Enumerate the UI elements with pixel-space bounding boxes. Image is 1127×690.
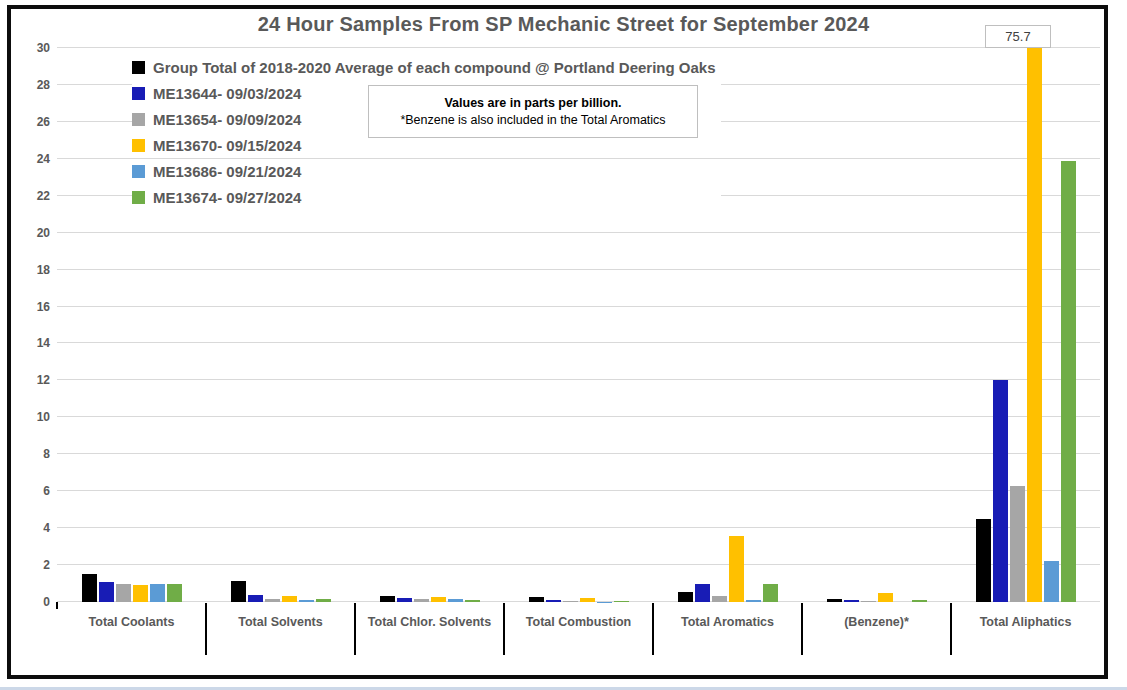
- bar-series3-cat6: [1027, 48, 1042, 602]
- y-tick-label-28: 28: [18, 77, 50, 93]
- units-note-box: Values are in parts per billion. *Benzen…: [368, 85, 698, 138]
- y-tick-label-22: 22: [18, 188, 50, 204]
- bar-series0-cat2: [380, 596, 395, 602]
- y-tick-label-18: 18: [18, 262, 50, 278]
- legend-label: ME13686- 09/21/2024: [153, 163, 301, 180]
- legend-swatch-icon: [132, 113, 145, 126]
- bar-series3-cat4: [729, 536, 744, 602]
- legend-swatch-icon: [132, 191, 145, 204]
- category-separator: [205, 603, 207, 655]
- chart-title: 24 Hour Samples From SP Mechanic Street …: [0, 13, 1127, 36]
- units-note-line1: Values are in parts per billion.: [369, 95, 697, 112]
- bar-series3-cat1: [282, 596, 297, 602]
- bar-series0-cat1: [231, 581, 246, 602]
- legend-label: ME13670- 09/15/2024: [153, 137, 301, 154]
- bar-series4-cat4: [746, 600, 761, 602]
- bar-series0-cat5: [827, 599, 842, 602]
- bar-series1-cat6: [993, 380, 1008, 602]
- legend-item-3: ME13670- 09/15/2024: [132, 135, 721, 155]
- bar-group-6: [951, 48, 1100, 602]
- bar-series2-cat4: [712, 596, 727, 602]
- bar-series3-cat3: [580, 598, 595, 602]
- legend-item-0: Group Total of 2018-2020 Average of each…: [132, 57, 721, 77]
- legend-label: ME13674- 09/27/2024: [153, 189, 301, 206]
- y-axis-labels: 024681012141618202224262830: [18, 48, 50, 602]
- bar-series2-cat6: [1010, 486, 1025, 602]
- bar-series1-cat1: [248, 595, 263, 602]
- bar-series5-cat5: [912, 600, 927, 602]
- bar-series5-cat1: [316, 599, 331, 602]
- legend-item-5: ME13674- 09/27/2024: [132, 187, 721, 207]
- category-label-6: Total Aliphatics: [951, 603, 1100, 660]
- bar-series3-cat0: [133, 585, 148, 602]
- legend-label: ME13644- 09/03/2024: [153, 85, 301, 102]
- bar-series0-cat4: [678, 592, 693, 602]
- bar-series4-cat2: [448, 599, 463, 602]
- axis-left-tick: [56, 602, 58, 609]
- bar-series2-cat2: [414, 599, 429, 602]
- y-tick-label-20: 20: [18, 225, 50, 241]
- clipped-bar-value-label: 75.7: [985, 25, 1051, 48]
- y-tick-label-30: 30: [18, 40, 50, 56]
- y-tick-label-24: 24: [18, 151, 50, 167]
- category-separator: [950, 603, 952, 655]
- bar-series0-cat6: [976, 519, 991, 602]
- bar-group-5: [802, 48, 951, 602]
- bar-series0-cat0: [82, 574, 97, 602]
- bar-series1-cat4: [695, 584, 710, 602]
- y-tick-label-26: 26: [18, 114, 50, 130]
- legend-swatch-icon: [132, 139, 145, 152]
- category-separator: [503, 603, 505, 655]
- y-tick-label-0: 0: [18, 594, 50, 610]
- bar-series5-cat4: [763, 584, 778, 602]
- bar-series1-cat3: [546, 600, 561, 602]
- category-label-3: Total Combustion: [504, 603, 653, 660]
- y-tick-label-10: 10: [18, 409, 50, 425]
- bar-series5-cat6: [1061, 161, 1076, 602]
- chart-page: 24 Hour Samples From SP Mechanic Street …: [0, 0, 1127, 690]
- legend-swatch-icon: [132, 87, 145, 100]
- bar-series4-cat0: [150, 584, 165, 602]
- y-tick-label-12: 12: [18, 372, 50, 388]
- bar-series2-cat3: [563, 601, 578, 602]
- y-tick-label-6: 6: [18, 483, 50, 499]
- bar-series3-cat5: [878, 593, 893, 602]
- bar-series4-cat6: [1044, 561, 1059, 602]
- category-separator: [354, 603, 356, 655]
- y-tick-label-8: 8: [18, 446, 50, 462]
- bar-series5-cat3: [614, 601, 629, 602]
- y-tick-label-14: 14: [18, 335, 50, 351]
- category-separator: [652, 603, 654, 655]
- category-label-1: Total Solvents: [206, 603, 355, 660]
- bar-series1-cat5: [844, 600, 859, 602]
- category-label-4: Total Aromatics: [653, 603, 802, 660]
- bar-series4-cat1: [299, 600, 314, 602]
- y-tick-label-2: 2: [18, 557, 50, 573]
- legend-swatch-icon: [132, 61, 145, 74]
- bar-series5-cat2: [465, 600, 480, 602]
- bar-series2-cat1: [265, 599, 280, 602]
- bar-series1-cat0: [99, 582, 114, 602]
- legend-label: ME13654- 09/09/2024: [153, 111, 301, 128]
- legend-swatch-icon: [132, 165, 145, 178]
- bar-series0-cat3: [529, 597, 544, 602]
- bar-series2-cat0: [116, 584, 131, 602]
- y-tick-label-16: 16: [18, 299, 50, 315]
- category-separator: [801, 603, 803, 655]
- category-label-2: Total Chlor. Solvents: [355, 603, 504, 660]
- category-label-5: (Benzene)*: [802, 603, 951, 660]
- bar-series2-cat5: [861, 601, 876, 602]
- y-tick-label-4: 4: [18, 520, 50, 536]
- category-axis: Total CoolantsTotal SolventsTotal Chlor.…: [57, 603, 1100, 660]
- bar-series1-cat2: [397, 598, 412, 602]
- bar-series3-cat2: [431, 597, 446, 602]
- legend-label: Group Total of 2018-2020 Average of each…: [153, 59, 716, 76]
- legend-item-4: ME13686- 09/21/2024: [132, 161, 721, 181]
- bar-series5-cat0: [167, 584, 182, 602]
- units-note-line2: *Benzene is also included in the Total A…: [369, 112, 697, 129]
- category-label-0: Total Coolants: [57, 603, 206, 660]
